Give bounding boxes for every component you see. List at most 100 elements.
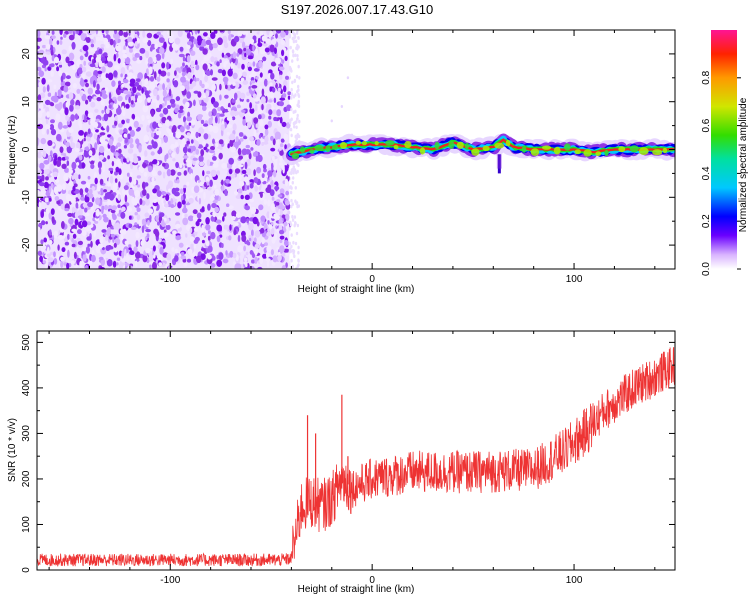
signal-blob <box>419 147 426 155</box>
noise-speck <box>99 132 106 136</box>
noise-speck <box>129 48 133 53</box>
noise-speck <box>41 220 46 226</box>
noise-speck <box>93 133 98 140</box>
noise-speck <box>292 170 295 175</box>
noise-speck <box>40 211 44 218</box>
noise-speck <box>239 172 242 181</box>
noise-speck <box>273 97 277 104</box>
noise-speck <box>41 174 45 182</box>
noise-speck <box>100 73 106 81</box>
noise-speck <box>206 159 211 167</box>
noise-speck <box>58 101 63 110</box>
noise-speck <box>291 36 294 41</box>
noise-speck <box>186 140 190 145</box>
noise-speck <box>264 47 270 53</box>
noise-speck <box>82 254 86 262</box>
noise-speck <box>205 224 211 231</box>
noise-speck <box>85 227 92 231</box>
noise-speck <box>178 109 184 114</box>
noise-speck <box>174 255 179 262</box>
noise-speck <box>77 240 83 246</box>
noise-speck <box>69 104 74 112</box>
noise-speck <box>49 44 54 51</box>
noise-speck <box>266 103 272 110</box>
noise-speck <box>202 48 208 55</box>
colorbar-tick-label: 0.8 <box>701 70 712 84</box>
noise-speck <box>297 94 301 98</box>
noise-speck <box>212 210 217 218</box>
noise-speck <box>162 171 166 179</box>
noise-speck <box>164 98 167 106</box>
noise-speck <box>98 48 103 55</box>
noise-speck <box>185 233 188 238</box>
noise-speck <box>88 193 94 199</box>
noise-speck <box>93 229 96 237</box>
noise-speck <box>83 132 87 138</box>
noise-speck <box>253 169 256 177</box>
noise-speck <box>225 178 231 184</box>
noise-speck <box>129 118 134 126</box>
noise-speck <box>241 30 247 35</box>
noise-speck <box>293 223 296 228</box>
signal-blob <box>494 142 505 149</box>
noise-speck <box>37 66 42 72</box>
noise-speck <box>232 252 237 259</box>
noise-speck <box>101 229 107 233</box>
noise-speck <box>284 178 289 187</box>
noise-speck <box>115 152 118 160</box>
noise-speck <box>215 219 222 224</box>
noise-speck <box>110 209 116 214</box>
noise-speck <box>274 185 280 191</box>
noise-speck <box>113 242 117 248</box>
noise-speck <box>45 207 50 215</box>
noise-speck <box>180 255 186 260</box>
noise-speck <box>70 99 75 106</box>
noise-speck <box>204 74 209 83</box>
noise-speck <box>192 209 198 215</box>
noise-speck <box>50 63 55 68</box>
noise-speck <box>211 202 217 209</box>
noise-speck <box>53 186 58 195</box>
noise-speck <box>137 184 141 188</box>
noise-speck <box>296 169 299 174</box>
noise-speck <box>165 224 171 230</box>
noise-speck <box>109 193 115 201</box>
noise-speck <box>290 117 293 122</box>
noise-speck <box>37 94 42 102</box>
noise-speck <box>295 125 298 130</box>
noise-speck <box>101 66 106 73</box>
noise-speck <box>53 251 56 258</box>
noise-speck <box>261 141 264 147</box>
noise-speck <box>266 251 269 259</box>
noise-speck <box>207 235 211 241</box>
noise-speck <box>203 123 209 127</box>
signal-blob <box>291 152 300 160</box>
noise-speck <box>189 36 195 40</box>
noise-speck <box>87 87 94 95</box>
noise-speck <box>227 143 230 149</box>
noise-speck <box>175 223 181 229</box>
noise-speck <box>232 51 237 59</box>
signal-speck <box>340 104 344 108</box>
noise-speck <box>285 190 290 196</box>
noise-speck <box>267 170 273 177</box>
noise-speck <box>202 170 205 177</box>
noise-speck <box>147 219 150 226</box>
noise-speck <box>171 127 175 133</box>
noise-speck <box>210 69 213 76</box>
noise-speck <box>215 138 219 142</box>
noise-speck <box>77 229 82 235</box>
noise-speck <box>37 45 40 50</box>
noise-speck <box>124 190 129 197</box>
noise-speck <box>233 229 237 236</box>
noise-speck <box>43 237 47 243</box>
noise-speck <box>47 257 54 263</box>
noise-speck <box>179 46 184 52</box>
noise-speck <box>43 181 49 189</box>
noise-speck <box>233 161 237 167</box>
bottom-y-axis: 0 100 200 300 400 500 <box>21 334 675 573</box>
noise-speck <box>244 149 251 155</box>
noise-speck <box>76 162 80 166</box>
noise-speck <box>191 145 197 152</box>
noise-speck <box>142 254 148 263</box>
